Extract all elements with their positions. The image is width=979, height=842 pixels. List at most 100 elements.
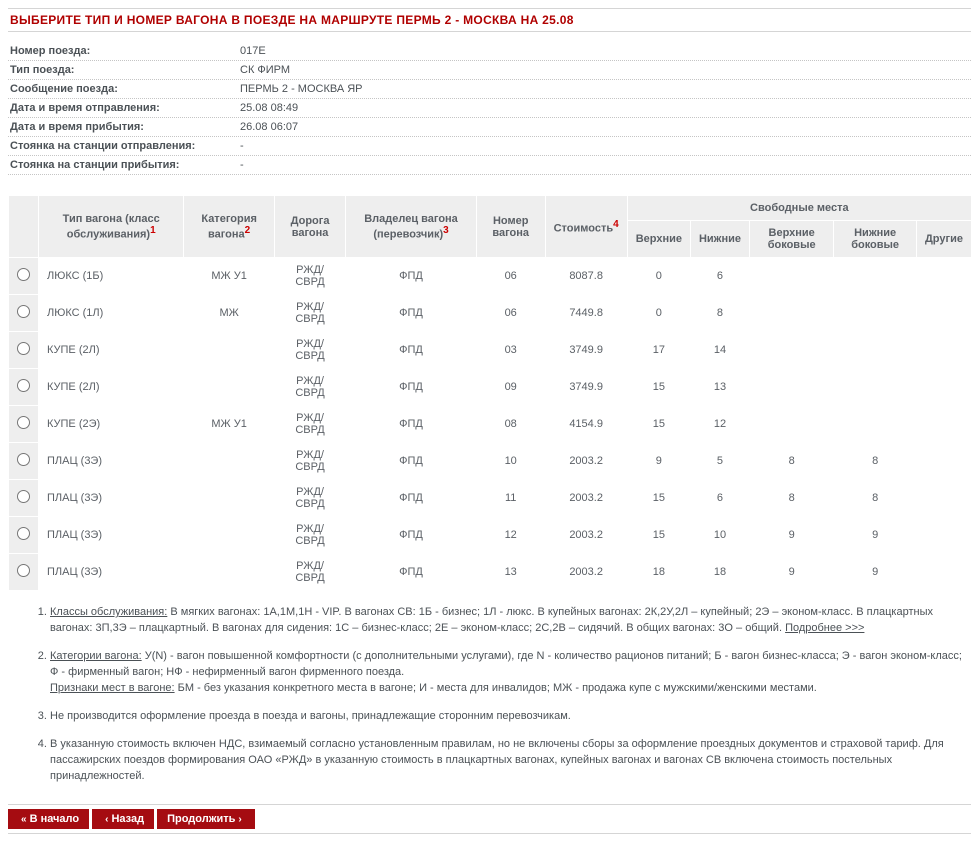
cell-road: РЖД/СВРД: [274, 295, 345, 332]
cell-num: 10: [476, 443, 545, 480]
next-button[interactable]: Продолжить›: [157, 809, 255, 829]
cell-u: 17: [627, 332, 690, 369]
cell-road: РЖД/СВРД: [274, 258, 345, 295]
cell-su: [750, 332, 834, 369]
cell-road: РЖД/СВРД: [274, 406, 345, 443]
cell-num: 08: [476, 406, 545, 443]
col-type: Тип вагона (класс обслуживания)1: [39, 196, 184, 258]
cell-su: [750, 369, 834, 406]
cell-type: ПЛАЦ (3Э): [39, 443, 184, 480]
cell-l: 5: [690, 443, 749, 480]
info-label: Тип поезда:: [10, 64, 240, 76]
cell-num: 13: [476, 554, 545, 591]
cell-type: КУПЕ (2Л): [39, 369, 184, 406]
wagons-table: Тип вагона (класс обслуживания)1 Категор…: [8, 195, 972, 591]
cell-type: КУПЕ (2Л): [39, 332, 184, 369]
cell-u: 18: [627, 554, 690, 591]
cell-sl: 8: [834, 443, 917, 480]
cell-su: 9: [750, 517, 834, 554]
cell-cat: МЖ: [184, 295, 274, 332]
wagon-radio[interactable]: [17, 564, 30, 577]
col-side-upper: Верхние боковые: [750, 221, 834, 258]
cell-num: 03: [476, 332, 545, 369]
info-label: Стоянка на станции прибытия:: [10, 159, 240, 171]
cell-l: 6: [690, 480, 749, 517]
wagon-radio[interactable]: [17, 416, 30, 429]
cell-su: 8: [750, 443, 834, 480]
table-row: ПЛАЦ (3Э)РЖД/СВРДФПД112003.215688: [9, 480, 972, 517]
cell-type: ПЛАЦ (3Э): [39, 554, 184, 591]
cell-su: 9: [750, 554, 834, 591]
table-row: ЛЮКС (1Л)МЖРЖД/СВРДФПД067449.808: [9, 295, 972, 332]
wagon-radio[interactable]: [17, 527, 30, 540]
cell-type: ПЛАЦ (3Э): [39, 480, 184, 517]
cell-price: 4154.9: [545, 406, 627, 443]
cell-l: 12: [690, 406, 749, 443]
col-num: Номер вагона: [476, 196, 545, 258]
info-value: -: [240, 140, 244, 152]
cell-type: ЛЮКС (1Л): [39, 295, 184, 332]
cell-o: [916, 517, 971, 554]
info-value: -: [240, 159, 244, 171]
footnote-more-link[interactable]: Подробнее >>>: [785, 622, 864, 634]
button-bar: «В начало ‹Назад Продолжить›: [8, 804, 971, 834]
footnote-2: Категории вагона: У(N) - вагон повышенно…: [50, 649, 963, 697]
cell-price: 2003.2: [545, 517, 627, 554]
wagon-radio[interactable]: [17, 268, 30, 281]
info-value: 017Е: [240, 45, 266, 57]
cell-road: РЖД/СВРД: [274, 443, 345, 480]
cell-price: 8087.8: [545, 258, 627, 295]
cell-road: РЖД/СВРД: [274, 369, 345, 406]
cell-type: КУПЕ (2Э): [39, 406, 184, 443]
cell-sl: 9: [834, 517, 917, 554]
cell-road: РЖД/СВРД: [274, 332, 345, 369]
col-free: Свободные места: [627, 196, 971, 221]
info-row: Сообщение поезда:ПЕРМЬ 2 - МОСКВА ЯР: [8, 80, 971, 99]
cell-sl: [834, 258, 917, 295]
chevron-right-icon: ›: [238, 814, 241, 825]
cell-cat: [184, 369, 274, 406]
info-value: 25.08 08:49: [240, 102, 298, 114]
table-row: КУПЕ (2Л)РЖД/СВРДФПД033749.91714: [9, 332, 972, 369]
cell-o: [916, 406, 971, 443]
table-row: ЛЮКС (1Б)МЖ У1РЖД/СВРДФПД068087.806: [9, 258, 972, 295]
cell-cat: [184, 332, 274, 369]
cell-num: 06: [476, 295, 545, 332]
footnotes: Классы обслуживания: В мягких вагонах: 1…: [8, 601, 971, 800]
table-row: КУПЕ (2Л)РЖД/СВРДФПД093749.91513: [9, 369, 972, 406]
cell-l: 14: [690, 332, 749, 369]
start-button[interactable]: «В начало: [8, 809, 89, 829]
table-row: КУПЕ (2Э)МЖ У1РЖД/СВРДФПД084154.91512: [9, 406, 972, 443]
cell-o: [916, 332, 971, 369]
cell-price: 2003.2: [545, 443, 627, 480]
wagon-radio[interactable]: [17, 379, 30, 392]
cell-num: 09: [476, 369, 545, 406]
cell-o: [916, 443, 971, 480]
cell-u: 0: [627, 295, 690, 332]
cell-l: 13: [690, 369, 749, 406]
cell-cat: [184, 443, 274, 480]
cell-num: 06: [476, 258, 545, 295]
cell-l: 18: [690, 554, 749, 591]
back-button[interactable]: ‹Назад: [92, 809, 154, 829]
cell-o: [916, 554, 971, 591]
cell-owner: ФПД: [346, 406, 476, 443]
col-other: Другие: [916, 221, 971, 258]
cell-sl: [834, 369, 917, 406]
info-row: Дата и время отправления:25.08 08:49: [8, 99, 971, 118]
cell-owner: ФПД: [346, 443, 476, 480]
cell-su: [750, 258, 834, 295]
cell-price: 2003.2: [545, 480, 627, 517]
wagon-radio[interactable]: [17, 305, 30, 318]
table-row: ПЛАЦ (3Э)РЖД/СВРДФПД122003.2151099: [9, 517, 972, 554]
wagon-radio[interactable]: [17, 342, 30, 355]
info-label: Сообщение поезда:: [10, 83, 240, 95]
cell-cat: [184, 480, 274, 517]
cell-price: 7449.8: [545, 295, 627, 332]
wagon-radio[interactable]: [17, 453, 30, 466]
cell-price: 3749.9: [545, 369, 627, 406]
cell-sl: [834, 295, 917, 332]
table-row: ПЛАЦ (3Э)РЖД/СВРДФПД132003.2181899: [9, 554, 972, 591]
wagon-radio[interactable]: [17, 490, 30, 503]
cell-type: ЛЮКС (1Б): [39, 258, 184, 295]
